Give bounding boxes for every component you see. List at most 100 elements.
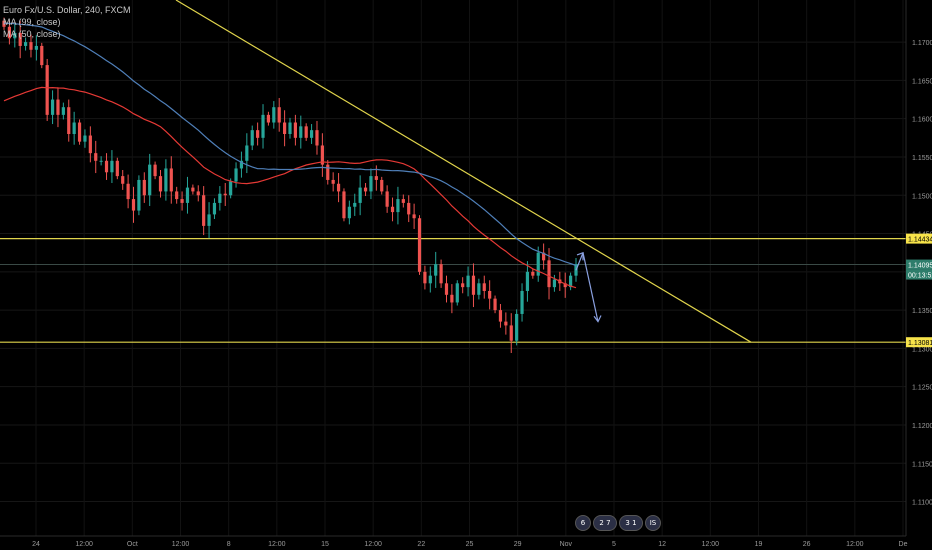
candle-body	[169, 168, 173, 192]
candle-body	[94, 153, 98, 161]
resistance-price-label-background	[906, 233, 932, 244]
price-tick-label: 1.15000	[912, 193, 932, 200]
candle-body	[83, 135, 87, 142]
descending-trendline	[175, 0, 752, 343]
candle-body	[250, 130, 254, 146]
candle-body	[104, 160, 109, 173]
candle-body	[229, 181, 233, 196]
candle-body	[115, 160, 119, 177]
candle-body	[450, 294, 454, 303]
candle-body	[374, 176, 378, 180]
candle-body	[461, 283, 465, 288]
symbol-title: Euro Fx/U.S. Dollar, 240, FXCM	[3, 5, 131, 15]
projection-arrow-up	[575, 252, 584, 271]
candle-body	[88, 135, 92, 154]
candle-body	[493, 298, 497, 311]
candle-body	[126, 183, 130, 200]
candle-body	[466, 275, 470, 288]
candle-body	[336, 183, 341, 192]
candle-body	[180, 199, 184, 203]
grid-lines	[0, 0, 906, 536]
candle-body	[293, 122, 297, 138]
candle-body	[137, 179, 141, 211]
candle-body	[256, 130, 260, 138]
price-tick-label: 1.13000	[912, 346, 932, 353]
time-tick-label: 25	[466, 541, 474, 548]
candle-body	[504, 321, 508, 326]
time-tick-label: Nov	[560, 541, 573, 548]
candle-body	[482, 283, 486, 291]
countdown-label-background	[906, 269, 932, 280]
candle-body	[223, 193, 227, 196]
price-tick-label: 1.13500	[912, 308, 932, 315]
candle-body	[547, 260, 551, 288]
countdown-label: 00:13:52	[908, 273, 932, 280]
candle-body	[509, 325, 513, 341]
candle-body	[72, 122, 76, 134]
event-badge[interactable]: 3 1	[619, 515, 643, 531]
candle-body	[320, 145, 324, 165]
candle-body	[390, 206, 395, 213]
candle-body	[261, 114, 265, 138]
candle-body	[569, 275, 573, 288]
candle-body	[552, 279, 557, 288]
current-price-label: 1.14095	[908, 263, 932, 270]
ma-50-label: MA (50, close)	[3, 29, 61, 39]
horizontal-levels	[0, 237, 906, 343]
candle-body	[29, 42, 33, 50]
candle-body	[245, 145, 249, 161]
moving-averages	[3, 22, 577, 289]
candle-body	[191, 187, 195, 192]
candle-body	[202, 195, 206, 226]
candle-body	[23, 42, 28, 46]
ma-50-line	[3, 22, 577, 267]
candle-body	[444, 283, 449, 295]
price-tick-label: 1.16000	[912, 117, 932, 124]
candle-body	[385, 191, 389, 207]
candle-body	[67, 107, 71, 134]
candle-body	[277, 107, 281, 123]
resistance-price-label: 1.14434	[908, 237, 932, 244]
event-badge[interactable]: 6	[575, 515, 591, 531]
event-badge[interactable]: 2 7	[593, 515, 617, 531]
candle-body	[353, 202, 357, 207]
candle-body	[315, 130, 319, 146]
event-badges[interactable]: 6 2 7 3 1 IS	[575, 515, 661, 531]
candle-body	[309, 130, 314, 138]
candle-body	[196, 191, 200, 196]
event-badge[interactable]: IS	[645, 515, 661, 531]
price-axis[interactable]: 1.170001.165001.160001.155001.150001.145…	[905, 0, 932, 550]
price-tick-label: 1.16500	[912, 78, 932, 85]
candle-body	[326, 164, 330, 180]
candle-body	[218, 193, 222, 203]
candle-body	[434, 264, 438, 276]
candle-body	[272, 107, 276, 123]
price-tick-label: 1.12000	[912, 423, 932, 430]
candle-body	[153, 164, 157, 177]
candle-body	[13, 32, 17, 39]
candle-body	[50, 99, 55, 115]
price-tick-label: 1.11500	[912, 461, 932, 468]
candle-body	[175, 191, 179, 200]
chart-legend: Euro Fx/U.S. Dollar, 240, FXCM MA (99, c…	[3, 4, 131, 40]
time-tick-label: 24	[32, 541, 40, 548]
time-axis[interactable]: 24 12:00 Oct 12:00 8 12:00 15 12:00 22 25 29 Nov 5 12…	[0, 535, 908, 548]
trendline-layer[interactable]	[175, 0, 752, 343]
candle-body	[412, 214, 416, 219]
candle-body	[455, 283, 459, 303]
candle-body	[401, 199, 405, 203]
candle-body	[369, 176, 373, 192]
candle-body	[299, 126, 303, 138]
candle-body	[428, 275, 432, 284]
candle-body	[471, 275, 476, 295]
time-tick-label: 12:00	[364, 541, 382, 548]
candle-body	[121, 176, 125, 184]
candle-body	[207, 214, 211, 226]
candle-body	[77, 122, 82, 142]
candle-body	[342, 191, 346, 219]
candle-body	[164, 168, 168, 192]
candle-body	[234, 168, 238, 182]
candle-body	[2, 20, 6, 27]
candle-body	[288, 122, 292, 134]
